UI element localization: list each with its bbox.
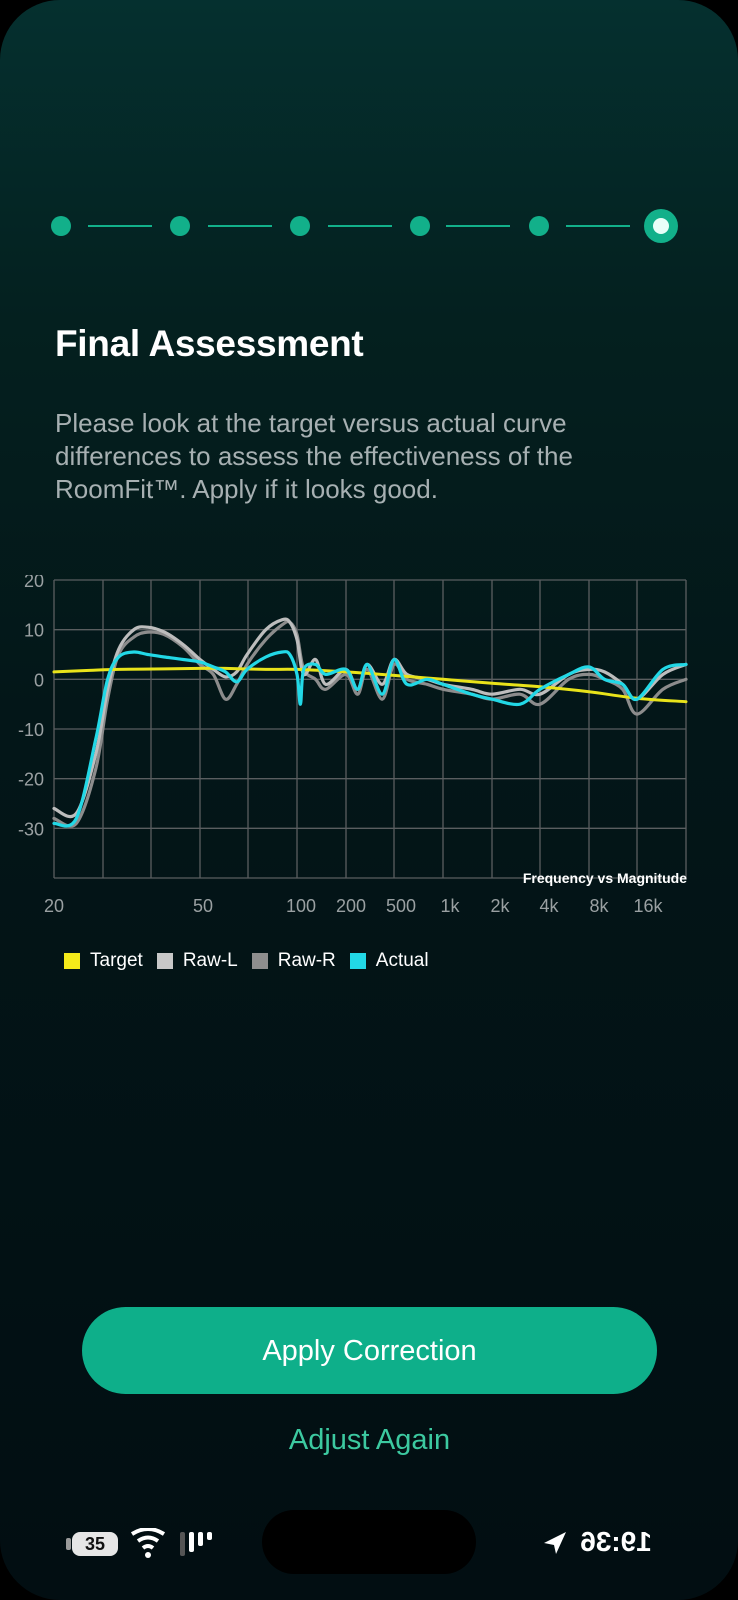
y-tick-label: 10 — [24, 621, 44, 641]
legend-swatch — [251, 953, 268, 969]
progress-stepper — [48, 208, 688, 244]
legend-item-target: Target — [64, 950, 143, 972]
step-connector — [88, 225, 152, 227]
page-description: Please look at the target versus actual … — [55, 408, 573, 504]
chart-series — [52, 617, 688, 828]
signal-icon — [180, 1532, 212, 1556]
status-time: 19:36 — [580, 1526, 652, 1557]
legend-label: Actual — [375, 950, 429, 971]
y-tick-label: 0 — [34, 670, 44, 690]
legend-swatch — [156, 953, 173, 969]
x-axis-ticks: 20 50 100 200 500 1k 2k 4k 8k 16k — [44, 896, 664, 916]
status-bar: 35 19:36 — [0, 1510, 738, 1580]
x-tick-label: 50 — [193, 896, 213, 916]
x-tick-label: 8k — [589, 896, 609, 916]
legend-swatch — [349, 953, 366, 969]
series-line-actual — [52, 650, 688, 828]
legend-label: Raw-R — [277, 950, 336, 971]
chart-title: Frequency vs Magnitude — [523, 870, 687, 886]
apply-correction-button[interactable]: Apply Correction — [82, 1307, 657, 1394]
location-icon — [544, 1532, 566, 1554]
legend-item-raw-l: Raw-L — [156, 950, 238, 972]
x-tick-label: 200 — [336, 896, 366, 916]
y-tick-label: -30 — [18, 819, 44, 839]
dynamic-island — [262, 1510, 476, 1574]
step-dot-2 — [170, 216, 190, 236]
chart-legend: Target Raw-L Raw-R Actual — [64, 946, 443, 976]
legend-label: Target — [90, 950, 143, 971]
page-title: Final Assessment — [55, 323, 364, 364]
step-connector — [328, 225, 392, 227]
step-connector — [446, 225, 510, 227]
step-dot-3 — [290, 216, 310, 236]
x-tick-label: 16k — [633, 896, 663, 916]
battery-icon: 35 — [72, 1532, 118, 1556]
adjust-again-button[interactable]: Adjust Again — [288, 1424, 451, 1456]
x-tick-label: 100 — [286, 896, 316, 916]
series-line-raw-r — [52, 619, 688, 828]
y-tick-label: -20 — [18, 770, 44, 790]
x-tick-label: 2k — [490, 896, 510, 916]
step-dot-4 — [410, 216, 430, 236]
legend-item-raw-r: Raw-R — [251, 950, 336, 972]
y-axis-ticks: 20 10 0 -10 -20 -30 — [18, 575, 44, 839]
x-tick-label: 4k — [539, 896, 559, 916]
y-tick-label: -10 — [18, 720, 44, 740]
step-dot-1 — [51, 216, 71, 236]
chart-grid — [53, 579, 687, 879]
x-tick-label: 500 — [386, 896, 416, 916]
legend-label: Raw-L — [182, 950, 238, 971]
legend-item-actual: Actual — [349, 950, 429, 972]
step-connector — [566, 225, 630, 227]
legend-swatch — [64, 953, 80, 969]
step-connector — [208, 225, 272, 227]
wifi-icon — [130, 1528, 166, 1558]
battery-cap — [66, 1538, 71, 1550]
step-dot-current — [644, 209, 678, 243]
x-tick-label: 1k — [440, 896, 460, 916]
step-dot-5 — [529, 216, 549, 236]
series-line-raw-l — [52, 617, 688, 819]
x-tick-label: 20 — [44, 896, 64, 916]
y-tick-label: 20 — [24, 575, 44, 591]
